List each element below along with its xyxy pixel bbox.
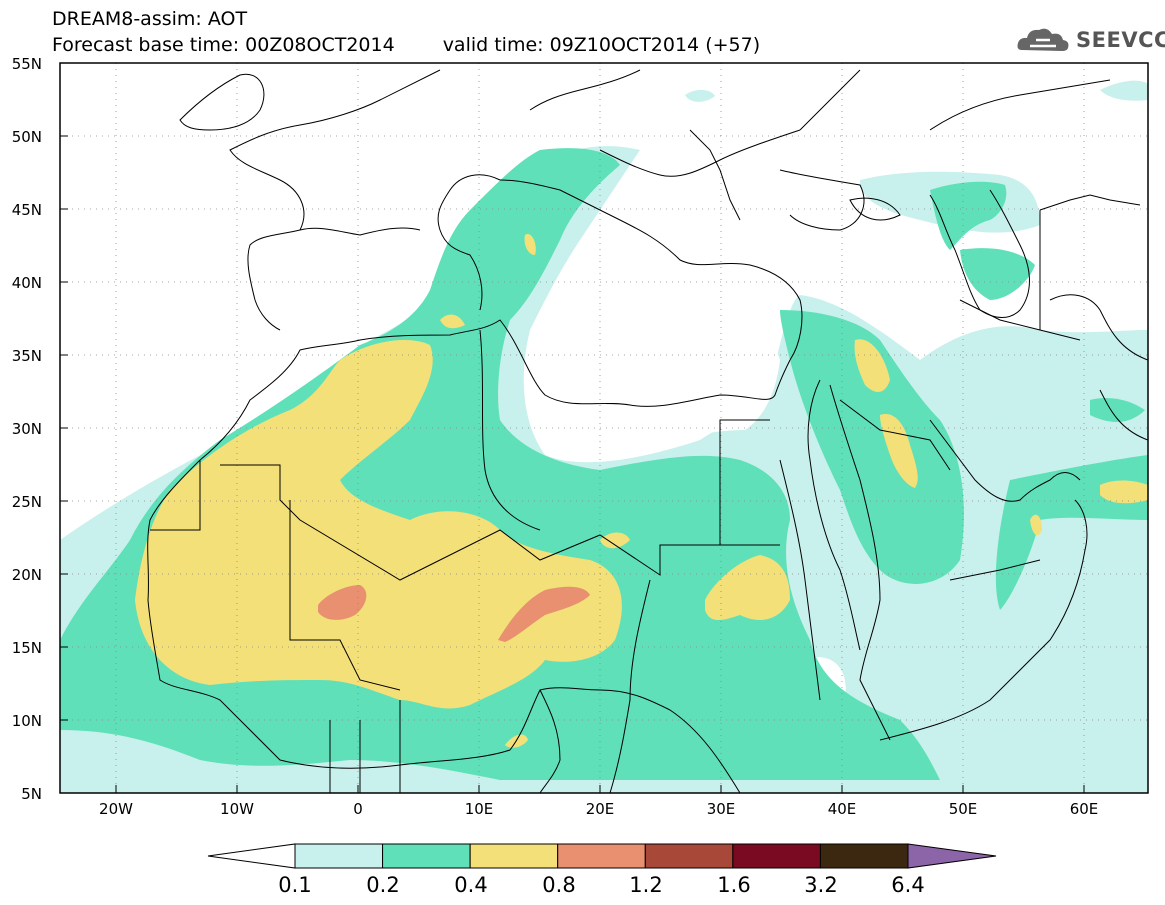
lon-label: 10W — [220, 800, 254, 818]
lon-label: 40E — [828, 800, 857, 818]
lat-labels: 55N 50N 45N 40N 35N 30N 25N 20N 15N 10N … — [12, 55, 42, 803]
colorbar-label: 0.8 — [542, 873, 575, 897]
colorbar-label: 0.1 — [278, 873, 311, 897]
colorbar-label: 3.2 — [804, 873, 837, 897]
lat-label: 50N — [12, 128, 42, 146]
colorbar-label: 1.2 — [629, 873, 662, 897]
lon-label: 30E — [707, 800, 736, 818]
cloud-icon — [1017, 28, 1069, 51]
base-time: Forecast base time: 00Z08OCT2014 — [52, 34, 395, 56]
lat-label: 15N — [12, 639, 42, 657]
colorbar-swatch — [469, 843, 559, 869]
map-title: DREAM8-assim: AOT — [52, 8, 248, 30]
lat-label: 55N — [12, 55, 42, 73]
colorbar: 0.1 0.2 0.4 0.8 1.2 1.6 3.2 6.4 — [207, 843, 997, 897]
lon-labels: 20W 10W 0 10E 20E 30E 40E 50E 60E — [99, 800, 1098, 818]
lat-label: 5N — [21, 785, 42, 803]
lon-label: 20W — [99, 800, 133, 818]
lat-label: 40N — [12, 274, 42, 292]
lat-label: 45N — [12, 201, 42, 219]
lon-label: 10E — [465, 800, 494, 818]
colorbar-over-arrow — [907, 843, 997, 869]
colorbar-label: 6.4 — [891, 873, 924, 897]
lon-label: 0 — [353, 800, 363, 818]
colorbar-swatch — [732, 843, 821, 869]
colorbar-swatch — [382, 843, 471, 869]
colorbar-under-arrow — [207, 843, 296, 869]
lat-label: 25N — [12, 493, 42, 511]
lat-label: 10N — [12, 712, 42, 730]
colorbar-swatch — [294, 843, 384, 869]
lon-label: 20E — [586, 800, 615, 818]
aot-field — [60, 80, 1148, 793]
forecast-times: Forecast base time: 00Z08OCT2014 valid ti… — [52, 35, 760, 55]
lat-label: 20N — [12, 566, 42, 584]
coastlines — [147, 69, 1148, 793]
tick-marks — [60, 135, 1085, 793]
valid-time: valid time: 09Z10OCT2014 (+57) — [442, 34, 761, 56]
lat-label: 35N — [12, 347, 42, 365]
colorbar-swatch — [557, 843, 646, 869]
aot-level-0.8 — [318, 585, 590, 642]
lon-label: 60E — [1070, 800, 1099, 818]
lat-label: 30N — [12, 420, 42, 438]
lon-label: 50E — [949, 800, 978, 818]
logo-text: SEEVCCC — [1076, 28, 1165, 52]
colorbar-label: 0.2 — [366, 873, 399, 897]
colorbar-label: 0.4 — [454, 873, 487, 897]
colorbar-swatch — [819, 843, 909, 869]
colorbar-swatch — [644, 843, 734, 869]
seevccc-logo: SEEVCCC — [1016, 24, 1165, 56]
aot-level-0.4 — [135, 234, 1148, 748]
colorbar-label: 1.6 — [717, 873, 750, 897]
